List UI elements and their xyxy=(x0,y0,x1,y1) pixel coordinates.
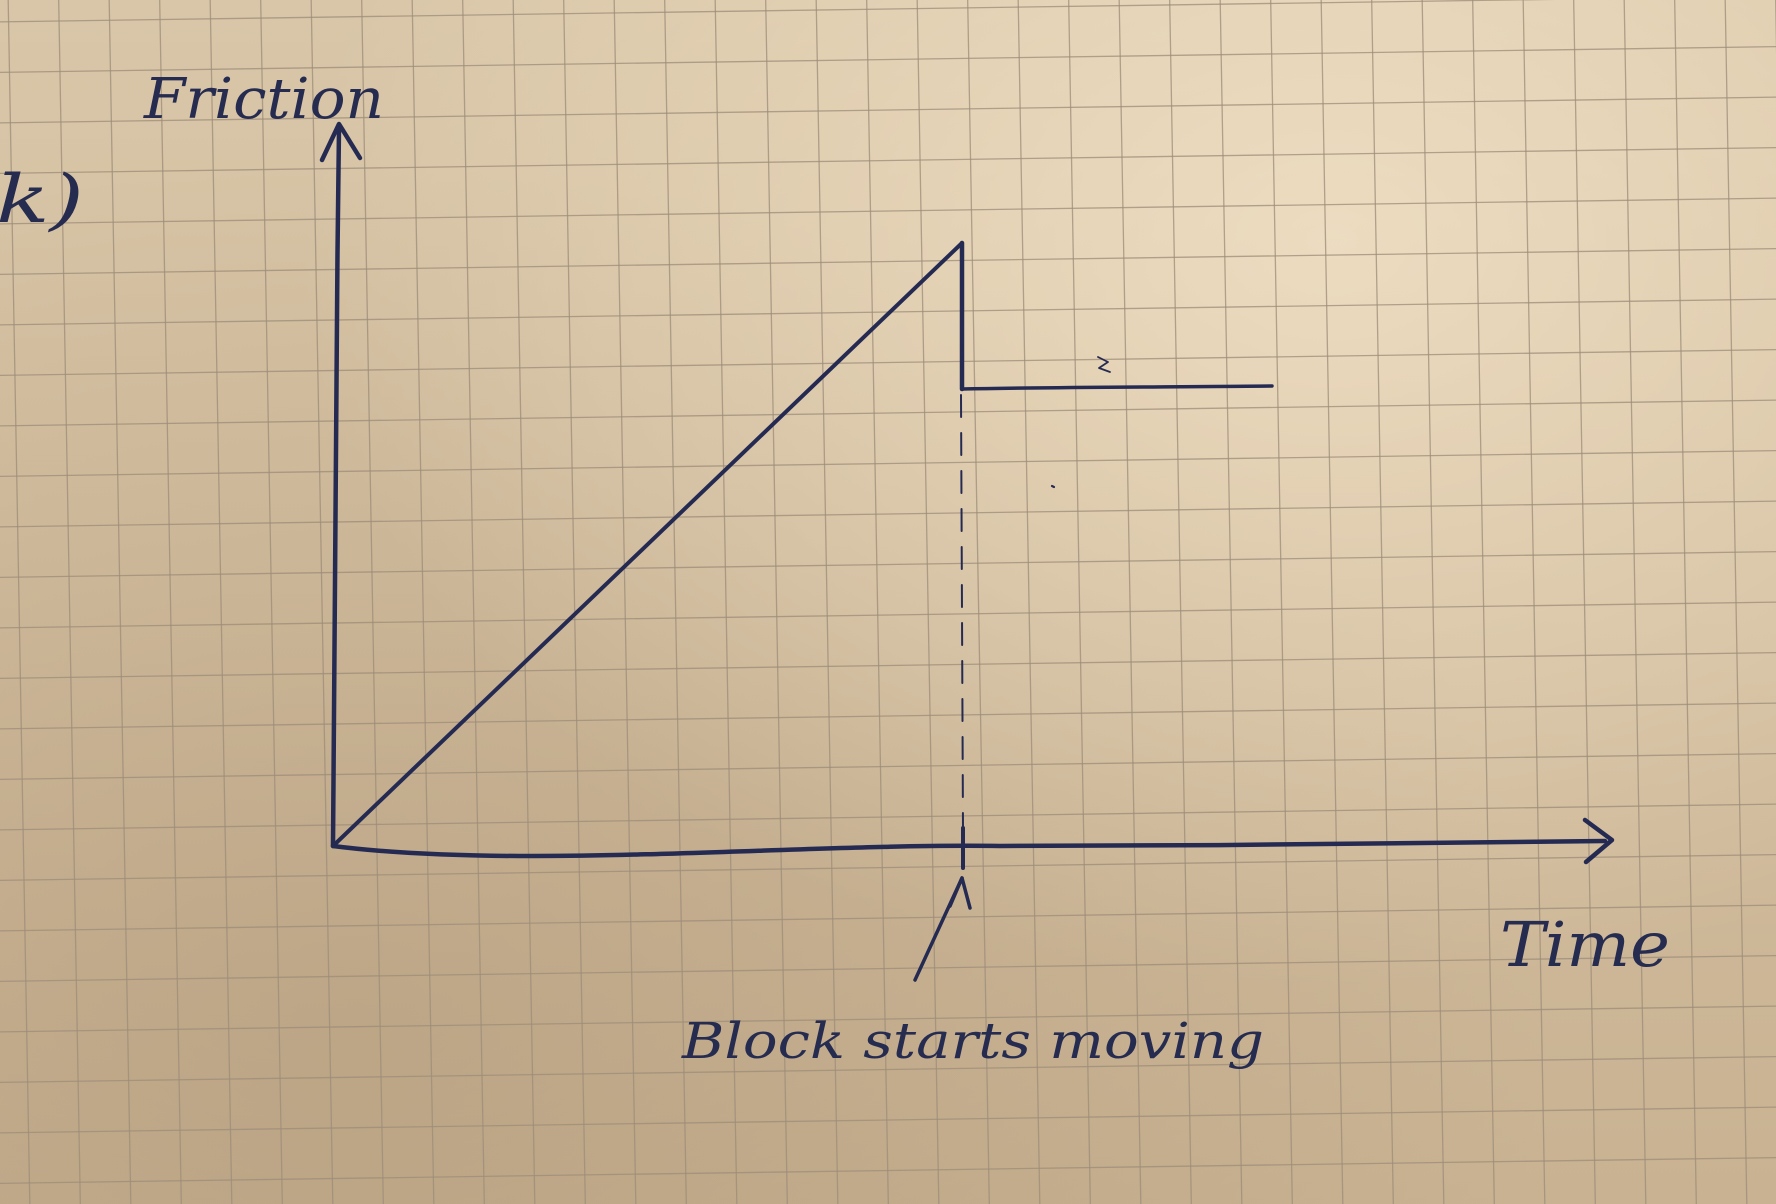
x-axis-arrowhead xyxy=(1582,817,1615,865)
grid-line-vertical xyxy=(1068,0,1091,1204)
y-axis xyxy=(330,125,342,849)
grid-line-horizontal xyxy=(0,651,1776,680)
grid-line-horizontal xyxy=(0,853,1776,882)
x-axis xyxy=(330,838,1608,859)
grid-line-horizontal xyxy=(0,449,1776,478)
grid-line-horizontal xyxy=(0,904,1776,932)
grid-line-vertical xyxy=(664,0,687,1204)
grid-line-horizontal xyxy=(0,803,1776,831)
grid-line-vertical xyxy=(1522,0,1546,1204)
grid-line-vertical xyxy=(1118,0,1142,1204)
grid-line-vertical xyxy=(967,0,990,1204)
grid-line-vertical xyxy=(563,0,586,1204)
x-axis-label: Time xyxy=(1500,908,1670,981)
annotation-arrowhead xyxy=(948,876,972,910)
grid-line-vertical xyxy=(613,0,637,1204)
grid-line-horizontal xyxy=(0,1005,1776,1033)
grid-line-vertical xyxy=(916,0,940,1204)
grid-line-vertical xyxy=(260,0,283,1204)
grid-line-vertical xyxy=(1573,0,1596,1204)
grid-line-vertical xyxy=(1421,0,1445,1204)
grid-line-vertical xyxy=(714,0,738,1204)
grid-line-vertical xyxy=(1674,0,1697,1204)
grid-line-horizontal xyxy=(0,954,1776,983)
grid-line-vertical xyxy=(815,0,839,1204)
grid-line-vertical xyxy=(159,0,182,1204)
grid-line-vertical xyxy=(1219,0,1243,1204)
grid-line-horizontal xyxy=(0,702,1776,730)
grid-line-horizontal xyxy=(0,197,1776,225)
grid-line-horizontal xyxy=(0,1106,1776,1134)
static-friction-line xyxy=(331,241,964,848)
grid-line-vertical xyxy=(512,0,536,1204)
grid-line-horizontal xyxy=(0,96,1776,124)
grid-line-horizontal xyxy=(0,550,1776,579)
grid-line-vertical xyxy=(1472,0,1495,1204)
stray-mark xyxy=(1097,356,1111,373)
grid-line-vertical xyxy=(1169,0,1192,1204)
grid-line-vertical xyxy=(765,0,788,1204)
grid-line-horizontal xyxy=(0,399,1776,427)
grid-line-horizontal xyxy=(0,348,1776,377)
stray-dot xyxy=(1050,484,1056,489)
grid-line-vertical xyxy=(310,0,334,1204)
grid-line-vertical xyxy=(1371,0,1394,1204)
grid-line-horizontal xyxy=(0,146,1776,175)
grid-line-vertical xyxy=(1270,0,1293,1204)
grid-line-horizontal xyxy=(0,1055,1776,1084)
kinetic-friction-line xyxy=(960,384,1274,391)
grid-line-horizontal xyxy=(0,601,1776,629)
y-axis-label: Friction xyxy=(143,67,384,132)
grid-line-vertical xyxy=(58,0,81,1204)
grid-line-vertical xyxy=(361,0,384,1204)
annotation-label: Block starts moving xyxy=(681,1012,1264,1070)
grid-line-vertical xyxy=(866,0,889,1204)
grid-line-vertical xyxy=(7,0,31,1204)
grid-line-vertical xyxy=(462,0,485,1204)
grid-line-vertical xyxy=(411,0,435,1204)
grid-line-horizontal xyxy=(0,45,1776,74)
margin-note: k) xyxy=(0,161,84,238)
grid-line-horizontal xyxy=(0,0,1555,23)
grid-line-vertical xyxy=(1724,0,1748,1204)
grid-line-horizontal xyxy=(0,247,1776,276)
grid-line-horizontal xyxy=(0,500,1776,528)
grid-line-horizontal xyxy=(0,752,1776,781)
dashed-marker-line xyxy=(960,394,964,831)
grid-line-vertical xyxy=(108,0,132,1204)
grid-line-vertical xyxy=(1623,0,1647,1204)
grid-line-vertical xyxy=(1320,0,1344,1204)
grid-line-vertical xyxy=(209,0,233,1204)
grid-line-vertical xyxy=(1017,0,1041,1204)
y-axis-arrowhead xyxy=(319,121,363,163)
grid-line-horizontal xyxy=(0,1156,1776,1185)
